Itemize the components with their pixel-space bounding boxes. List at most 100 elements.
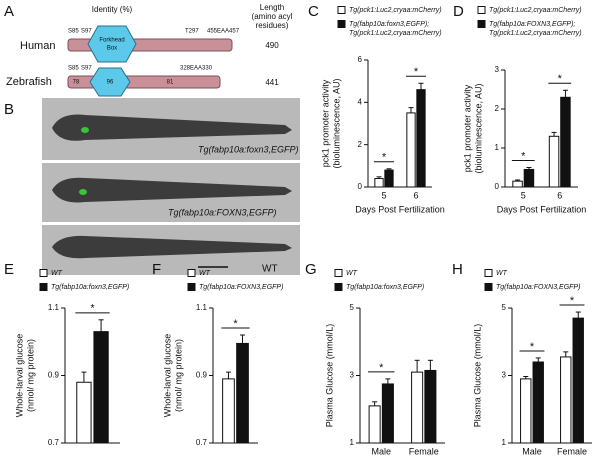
panel-letter: C — [308, 3, 319, 20]
y-axis-label: Plasma Glucose (mmol/L) — [324, 324, 334, 428]
significance-label: * — [530, 341, 535, 353]
legend-label: Tg(fabp10a:foxn3,EGFP); Tg(pck1:Luc2,cry… — [347, 21, 442, 37]
y-tick-label: 4 — [358, 97, 363, 106]
species-name: Zebrafish — [6, 76, 52, 88]
bar — [424, 369, 437, 444]
x-axis-label: Days Post Fertilization — [355, 204, 445, 214]
y-axis-label: Whole-larval glucose — [162, 334, 172, 418]
domain-label: Box — [107, 46, 117, 52]
y-tick-label: 1 — [502, 438, 507, 447]
bar — [381, 383, 394, 444]
y-tick-label: 1.1 — [48, 303, 60, 312]
length-value: 490 — [265, 41, 279, 50]
chart: D Tg(pck1:Luc2,cryaa:mCherry) Tg(fabp10a:F… — [453, 3, 586, 214]
x-tick-label: 6 — [413, 190, 418, 200]
image-label: Tg(fabp10a:foxn3,EGFP) — [198, 144, 299, 154]
bar — [560, 356, 572, 444]
fish — [52, 177, 292, 203]
y-axis-label: (nmol/ mg protein) — [173, 339, 183, 412]
bar — [523, 168, 535, 188]
legend-swatch — [484, 269, 493, 277]
bar — [532, 361, 544, 444]
legend-label: Tg(fabp10a:foxn3,EGFP) — [346, 284, 424, 291]
panel-a: A Identity (%) Length (amino acyl residu… — [4, 3, 293, 97]
y-tick-label: 1 — [350, 438, 355, 447]
y-axis-label: (bioluminescence, AU) — [473, 83, 483, 173]
bar — [416, 89, 426, 188]
legend-label: Tg(pck1:Luc2,cryaa:mCherry) — [489, 7, 582, 14]
legend-label: Tg(fabp10a:FOXN3,EGFP); Tg(pck1:Luc2,cry… — [487, 21, 582, 37]
y-tick-label: 1.1 — [196, 303, 208, 312]
panel-letter: H — [452, 261, 463, 278]
y-axis-label: Plasma Glucose (mmol/L) — [472, 324, 482, 428]
length-label: (amino acyl — [252, 12, 293, 21]
y-axis-label: Whole-larval glucose — [14, 334, 24, 418]
y-tick-label: 5 — [502, 303, 507, 312]
species-name: Human — [20, 40, 55, 52]
y-tick-label: 5 — [350, 303, 355, 312]
x-tick-label: Male — [371, 446, 391, 456]
site-label: S85 — [68, 66, 79, 72]
significance-label: * — [570, 295, 575, 307]
y-axis-label: (bioluminescence, AU) — [331, 78, 341, 168]
legend-swatch — [187, 269, 196, 277]
legend-swatch — [477, 20, 486, 28]
legend-label: WT — [51, 270, 63, 277]
panel-letter: A — [4, 3, 14, 20]
panel-letter: E — [4, 261, 14, 278]
legend-swatch — [334, 269, 343, 277]
panel-letter: F — [152, 261, 161, 278]
y-tick-label: 0.9 — [48, 371, 60, 380]
x-axis-label: Days Post Fertilization — [497, 204, 587, 214]
y-tick-label: 0 — [358, 182, 363, 191]
y-tick-label: 3 — [350, 371, 355, 380]
legend-swatch — [484, 283, 493, 291]
length-label: Length — [260, 3, 284, 12]
x-tick-label: 6 — [557, 190, 562, 200]
x-tick-label: Female — [409, 446, 439, 456]
legend-label: Tg(pck1:Luc2,cryaa:mCherry) — [349, 7, 442, 14]
fish — [52, 114, 292, 141]
bar — [222, 378, 235, 444]
y-tick-label: 0 — [495, 182, 500, 191]
liver-egfp — [79, 189, 87, 195]
chart: G WT Tg(fabp10a:foxn3,EGFP) 1 3 5 Plasma Gluco… — [305, 261, 445, 456]
bar — [374, 178, 384, 188]
site-label: 455EAA457 — [207, 29, 240, 35]
y-tick-label: 2 — [358, 140, 363, 149]
x-tick-label: Male — [522, 446, 542, 456]
domain-label: Forkhead — [99, 38, 124, 44]
y-tick-label: 0.9 — [196, 371, 208, 380]
panel-b: B Tg(fabp10a:foxn3,EGFP) Tg(fabp10a:FOXN… — [4, 98, 300, 275]
y-axis-label: pck1 promoter activity — [320, 79, 330, 167]
y-axis-label: (nmol/ mg protein) — [25, 339, 35, 412]
bar — [93, 331, 109, 444]
bar — [548, 135, 560, 188]
y-tick-label: 3 — [502, 371, 507, 380]
panel-letter: G — [305, 261, 317, 278]
bar — [76, 381, 92, 444]
legend-label: Tg(fabp10a:FOXN3,EGFP) — [496, 284, 580, 291]
site-label: S97 — [81, 29, 92, 35]
y-tick-label: 6 — [358, 55, 363, 64]
significance-label: * — [233, 318, 238, 330]
legend-label: WT — [496, 270, 508, 277]
legend-label: Tg(fabp10a:foxn3,EGFP) — [51, 284, 129, 291]
identity-value: 81 — [167, 80, 174, 86]
legend-swatch — [187, 283, 196, 291]
chart: H WT Tg(fabp10a:FOXN3,EGFP) 1 3 5 Plasma Gluco… — [452, 261, 592, 456]
site-label: S97 — [81, 66, 92, 72]
identity-label: Identity (%) — [92, 5, 133, 14]
site-label: 328EAA330 — [180, 66, 213, 72]
identity-value: 96 — [107, 80, 114, 86]
bar — [411, 371, 424, 444]
liver-egfp — [81, 127, 89, 133]
x-tick-label: 5 — [521, 190, 526, 200]
x-tick-label: Female — [557, 446, 587, 456]
legend-label: WT — [199, 270, 211, 277]
panel-letter: D — [453, 3, 464, 20]
bar — [236, 342, 249, 444]
bar — [572, 317, 584, 444]
y-axis-label: pck1 promoter activity — [462, 84, 472, 172]
bar — [368, 405, 381, 444]
